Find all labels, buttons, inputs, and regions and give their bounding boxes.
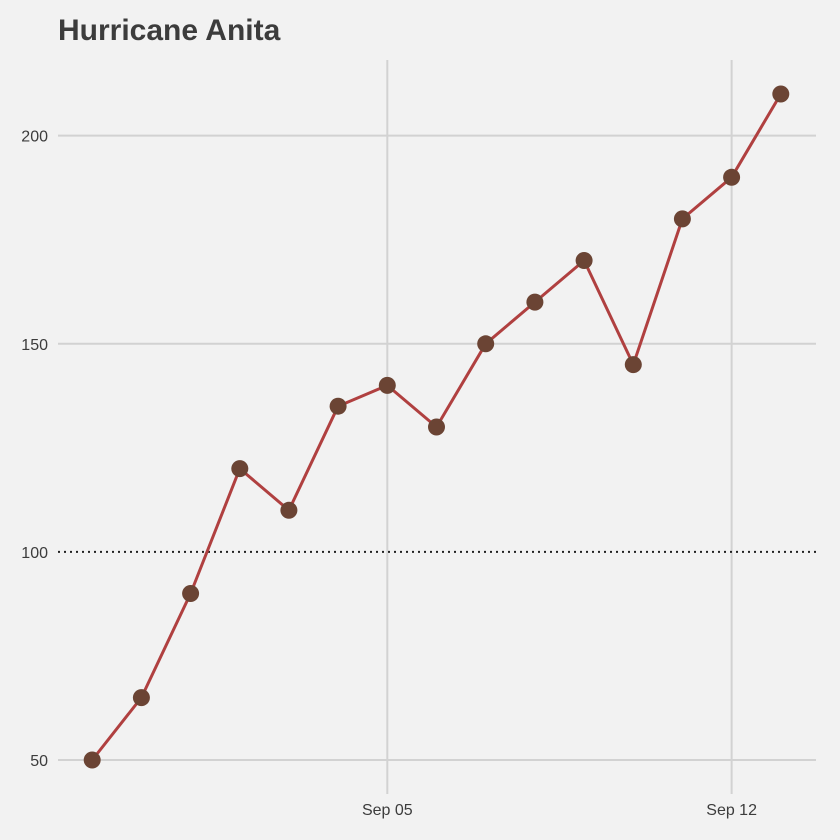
data-point-2023-09-06 [428,418,445,436]
data-point-2023-09-03 [280,501,298,519]
data-point-2023-09-13 [772,85,790,103]
y-axis-ticks: 50 100 150 200 [21,129,48,770]
data-point-2023-09-05 [378,376,396,394]
data-point-2023-09-08 [526,293,544,311]
data-point-2023-09-01 [182,585,200,602]
x-tick-label-sep-12: Sep 12 [706,802,757,819]
y-tick-label-200: 200 [21,129,48,146]
x-tick-label-sep-05: Sep 05 [362,802,413,819]
y-tick-label-150: 150 [21,337,48,354]
data-point-2023-09-10 [624,356,642,374]
data-point-2023-08-30 [83,751,101,769]
x-axis-ticks: Sep 05 Sep 12 [362,802,757,819]
chart-title: Hurricane Anita [58,14,281,47]
grid [58,60,816,794]
series-points [83,85,790,769]
data-point-2023-09-12 [723,168,741,186]
data-point-2023-08-31 [132,689,150,707]
data-point-2023-09-11 [673,210,691,228]
data-point-2023-09-04 [329,397,347,415]
data-point-2023-09-02 [231,460,249,478]
y-tick-label-50: 50 [30,753,48,770]
data-point-2023-09-09 [575,252,593,269]
data-point-2023-09-07 [477,335,495,353]
y-tick-label-100: 100 [21,545,48,562]
